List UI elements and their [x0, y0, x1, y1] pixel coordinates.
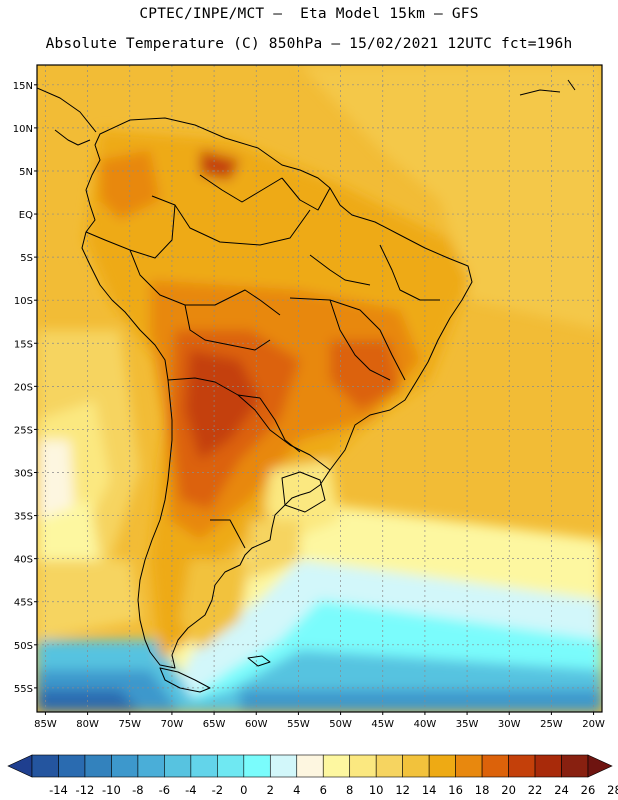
lon-tick-label: 45W: [371, 719, 394, 730]
lon-tick-label: 35W: [456, 719, 479, 730]
lon-tick-label: 20W: [582, 719, 605, 730]
lon-tick-label: 60W: [245, 719, 268, 730]
map-frame: [36, 64, 603, 713]
map-subtitle: Absolute Temperature (C) 850hPa – 15/02/…: [45, 36, 573, 52]
lon-tick-label: 30W: [498, 719, 521, 730]
temperature-field: [37, 65, 602, 712]
lon-tick-label: 55W: [287, 719, 310, 730]
lat-tick-label: 40S: [14, 555, 33, 566]
lat-tick-label: 30S: [14, 468, 33, 479]
lat-tick-label: EQ: [19, 210, 33, 221]
lon-tick-label: 80W: [76, 719, 99, 730]
lat-tick-label: 5S: [20, 253, 33, 264]
lat-tick-label: 25S: [14, 425, 33, 436]
lon-tick-label: 75W: [118, 719, 141, 730]
lon-tick-label: 40W: [414, 719, 437, 730]
lat-tick-label: 35S: [14, 512, 33, 523]
latitude-labels: 15N 10N 5N EQ 5S 10S 15S 20S 25S 30S 35S 40S 45S 50S 5…: [13, 81, 37, 695]
lat-tick-label: 10N: [13, 124, 33, 135]
coastline: [37, 79, 576, 693]
lat-tick-label: 15S: [14, 339, 33, 350]
map-grid: [37, 65, 602, 712]
lon-tick-label: 25W: [540, 719, 563, 730]
lon-tick-label: 65W: [203, 719, 226, 730]
lon-tick-label: 85W: [34, 719, 57, 730]
lat-tick-label: 10S: [14, 296, 33, 307]
lon-tick-label: 50W: [329, 719, 352, 730]
lat-tick-label: 5N: [19, 167, 33, 178]
lat-tick-label: 20S: [14, 382, 33, 393]
lat-tick-label: 55S: [14, 684, 33, 695]
lat-tick-label: 15N: [13, 81, 33, 92]
longitude-labels: 85W 80W 75W 70W 65W 60W 55W 50W 45W 40W 35W 30W 25W 2…: [34, 712, 605, 730]
lat-tick-label: 45S: [14, 598, 33, 609]
lon-tick-label: 70W: [161, 719, 184, 730]
map-title: CPTEC/INPE/MCT – Eta Model 15km – GFS: [139, 6, 479, 22]
lat-tick-label: 50S: [14, 641, 33, 652]
